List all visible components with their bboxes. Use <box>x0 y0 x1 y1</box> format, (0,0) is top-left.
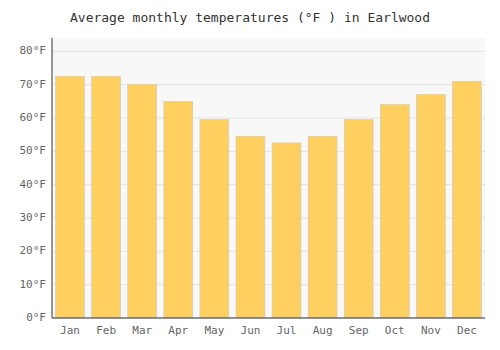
y-tick-label: 0°F <box>26 311 46 324</box>
x-tick-label: Jan <box>60 324 80 337</box>
x-tick-label: Jul <box>277 324 297 337</box>
chart-container: Average monthly temperatures (°F ) in Ea… <box>0 0 500 350</box>
x-tick-label: Apr <box>168 324 188 337</box>
grid <box>52 51 485 318</box>
plot-background <box>52 38 485 318</box>
y-tick-label: 40°F <box>20 178 47 191</box>
x-tick-label: Oct <box>385 324 405 337</box>
chart: Average monthly temperatures (°F ) in Ea… <box>0 0 500 350</box>
y-tick-label: 60°F <box>20 111 47 124</box>
x-tick-label: Dec <box>457 324 477 337</box>
x-tick-label: Nov <box>421 324 441 337</box>
bar <box>272 143 301 318</box>
bar <box>308 136 337 318</box>
bar <box>56 76 85 318</box>
bar <box>416 95 445 318</box>
bar <box>380 105 409 318</box>
bar <box>236 136 265 318</box>
title: Average monthly temperatures (°F ) in Ea… <box>70 10 430 25</box>
y-tick-label: 80°F <box>20 44 47 57</box>
bars <box>56 76 482 318</box>
x-tick-label: May <box>204 324 224 337</box>
y-tick-label: 10°F <box>20 278 47 291</box>
bar <box>453 81 482 318</box>
y-tick-label: 70°F <box>20 78 47 91</box>
bar <box>164 101 193 318</box>
x-tick-label: Feb <box>96 324 116 337</box>
x-tick-label: Jun <box>241 324 261 337</box>
x-tick-label: Mar <box>132 324 152 337</box>
y-axis-line <box>52 38 53 318</box>
x-tick-label: Sep <box>349 324 369 337</box>
x-axis-line <box>52 318 485 319</box>
bar <box>128 85 157 318</box>
bar <box>344 120 373 318</box>
y-tick-label: 50°F <box>20 144 47 157</box>
x-tick-label: Aug <box>313 324 333 337</box>
grid-line <box>52 318 485 319</box>
y-tick-label: 30°F <box>20 211 47 224</box>
y-tick-label: 20°F <box>20 244 47 257</box>
bar <box>200 120 229 318</box>
bar <box>92 76 121 318</box>
grid-line <box>52 51 485 52</box>
